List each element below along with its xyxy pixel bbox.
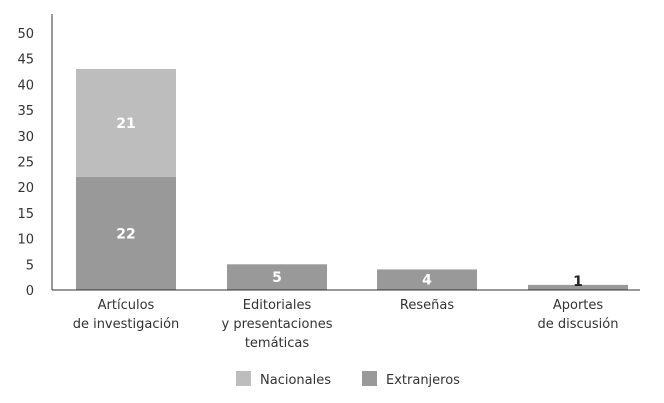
bar-segment xyxy=(76,68,176,177)
data-label: 1 xyxy=(573,274,583,290)
category-label: Artículos de investigación xyxy=(73,298,180,332)
y-tick-label: 15 xyxy=(17,207,34,222)
bars: 22 21 5 4 1 xyxy=(52,68,640,291)
legend-swatch xyxy=(236,371,251,386)
category-label: Reseñas xyxy=(400,298,454,313)
bar-segment xyxy=(76,176,176,290)
y-tick-label: 50 xyxy=(17,27,34,42)
y-tick-label: 5 xyxy=(26,258,34,273)
category-label: Editoriales y presentaciones temáticas xyxy=(222,298,333,351)
y-axis: 0 5 10 15 20 25 30 35 40 45 50 xyxy=(17,14,53,299)
data-label: 21 xyxy=(116,116,135,132)
y-tick-label: 45 xyxy=(17,53,34,68)
data-label: 22 xyxy=(116,226,135,242)
legend: Nacionales Extranjeros xyxy=(236,371,460,388)
bar-segment xyxy=(377,269,477,290)
y-tick-label: 0 xyxy=(26,284,34,299)
bar-segment xyxy=(528,284,628,290)
x-axis-labels: Artículos de investigación Editoriales y pr… xyxy=(73,298,619,351)
y-tick-label: 35 xyxy=(17,104,34,119)
bar-segment xyxy=(227,264,327,290)
y-tick-label: 20 xyxy=(17,181,34,196)
legend-label: Nacionales xyxy=(260,373,331,388)
legend-label: Extranjeros xyxy=(386,373,460,388)
category-label: Aportes de discusión xyxy=(538,298,619,332)
data-label: 4 xyxy=(422,273,432,289)
y-tick-label: 10 xyxy=(17,233,34,248)
legend-swatch xyxy=(362,371,377,386)
y-tick-label: 40 xyxy=(17,78,34,93)
y-tick-label: 25 xyxy=(17,156,34,171)
data-label: 5 xyxy=(272,270,282,286)
y-tick-label: 30 xyxy=(17,130,34,145)
